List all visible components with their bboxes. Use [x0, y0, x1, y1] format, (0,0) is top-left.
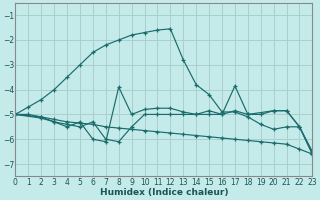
X-axis label: Humidex (Indice chaleur): Humidex (Indice chaleur): [100, 188, 228, 197]
